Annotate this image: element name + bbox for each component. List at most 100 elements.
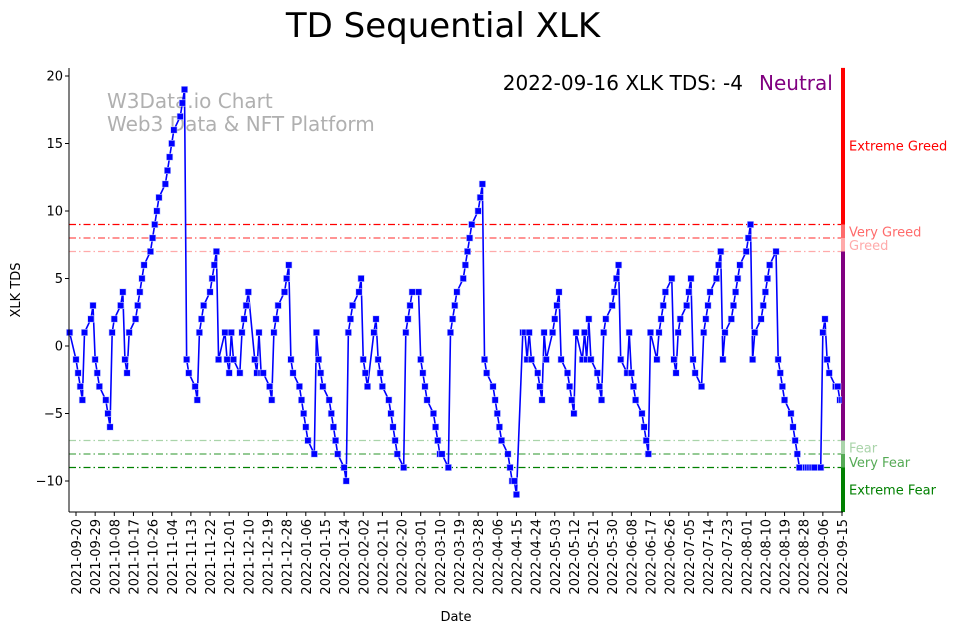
x-tick-label: 2022-09-15	[836, 519, 851, 595]
data-point	[474, 207, 482, 215]
zone-label: Greed	[849, 239, 888, 254]
data-point	[400, 463, 408, 471]
data-point	[370, 328, 378, 336]
data-point	[238, 328, 246, 336]
data-point	[87, 315, 95, 323]
data-point	[268, 396, 276, 404]
chart-title: TD Sequential XLK	[285, 6, 602, 46]
data-point	[78, 396, 86, 404]
data-point	[121, 355, 129, 363]
data-point	[483, 369, 491, 377]
x-tick-label: 2022-07-23	[721, 519, 736, 595]
data-point	[385, 396, 393, 404]
tds-series	[66, 86, 842, 498]
data-point	[536, 382, 544, 390]
data-point	[600, 328, 608, 336]
zone-bar-segment	[841, 238, 845, 252]
x-tick-label: 2021-12-28	[281, 519, 296, 595]
data-point	[312, 328, 320, 336]
zone-label: Extreme Greed	[849, 139, 947, 154]
x-tick-label: 2021-12-19	[262, 519, 277, 595]
data-point	[346, 315, 354, 323]
data-point	[119, 288, 127, 296]
data-point	[191, 382, 199, 390]
data-point	[423, 396, 431, 404]
data-point	[212, 248, 220, 256]
data-point	[498, 436, 506, 444]
data-point	[817, 463, 825, 471]
data-point	[764, 274, 772, 282]
watermark: W3Data.io Chart Web3 Data & NFT Platform	[107, 89, 375, 136]
x-tick-label: 2021-09-20	[70, 519, 85, 595]
x-tick-label: 2022-06-26	[664, 519, 679, 595]
data-point	[757, 315, 765, 323]
x-tick-label: 2022-07-05	[683, 519, 698, 595]
data-point	[581, 328, 589, 336]
data-point	[225, 369, 233, 377]
data-point	[421, 382, 429, 390]
data-point	[549, 328, 557, 336]
data-point	[155, 194, 163, 202]
data-point	[72, 355, 80, 363]
data-point	[700, 328, 708, 336]
data-point	[481, 355, 489, 363]
data-point	[389, 423, 397, 431]
data-point	[406, 301, 414, 309]
data-point	[357, 274, 365, 282]
x-tick-label: 2022-04-06	[491, 519, 506, 595]
x-tick-label: 2022-03-19	[453, 519, 468, 595]
data-point	[819, 328, 827, 336]
data-point	[74, 369, 82, 377]
data-point	[685, 288, 693, 296]
data-point	[374, 355, 382, 363]
data-point	[674, 328, 682, 336]
data-point	[840, 396, 842, 404]
zone-bar-segment	[841, 440, 845, 454]
data-point	[659, 301, 667, 309]
data-point	[629, 382, 637, 390]
data-point	[534, 369, 542, 377]
y-tick-label: 10	[46, 205, 63, 220]
data-point	[319, 382, 327, 390]
data-point	[372, 315, 380, 323]
data-point	[81, 328, 89, 336]
x-tick-label: 2022-04-24	[530, 519, 545, 595]
data-point	[734, 274, 742, 282]
data-point	[821, 315, 829, 323]
annotation-status: Neutral	[759, 71, 833, 95]
data-point	[185, 369, 193, 377]
y-tick-label: 5	[55, 272, 63, 287]
data-point	[198, 315, 206, 323]
data-point	[391, 436, 399, 444]
data-point	[223, 355, 231, 363]
data-point	[123, 369, 131, 377]
x-tick-label: 2022-04-15	[510, 519, 525, 595]
data-point	[625, 328, 633, 336]
data-point	[795, 463, 803, 471]
data-point	[825, 369, 833, 377]
data-point	[617, 355, 625, 363]
data-point	[289, 369, 297, 377]
data-point	[364, 382, 372, 390]
zone-bar-segment	[841, 454, 845, 468]
data-point	[642, 436, 650, 444]
data-point	[661, 288, 669, 296]
data-point	[240, 315, 248, 323]
data-point	[493, 409, 501, 417]
data-point	[283, 274, 291, 282]
data-point	[781, 396, 789, 404]
data-point	[170, 126, 178, 134]
data-point	[110, 315, 118, 323]
data-point	[691, 369, 699, 377]
data-point	[510, 477, 518, 485]
data-point	[193, 396, 201, 404]
data-point	[704, 301, 712, 309]
data-point	[444, 463, 452, 471]
data-point	[644, 450, 652, 458]
data-point	[434, 436, 442, 444]
y-tick-label: −10	[36, 475, 63, 490]
data-point	[538, 396, 546, 404]
data-point	[429, 409, 437, 417]
data-point	[419, 369, 427, 377]
y-tick-label: 20	[46, 70, 63, 85]
